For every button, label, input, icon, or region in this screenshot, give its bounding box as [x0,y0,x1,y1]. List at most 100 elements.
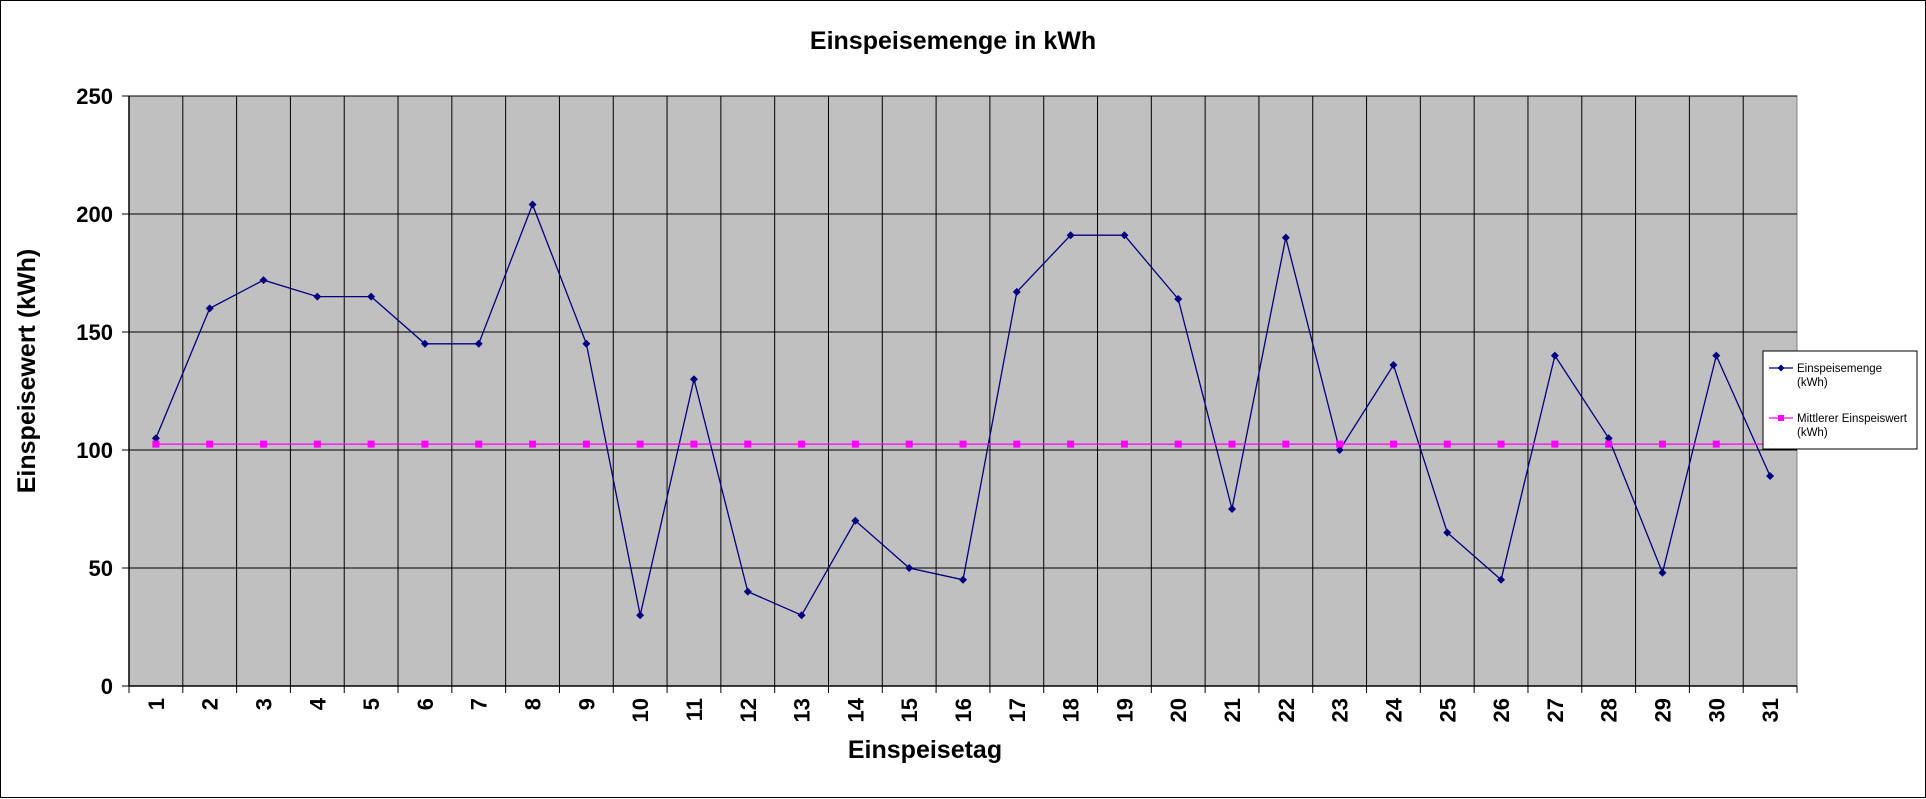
y-tick-label: 250 [76,84,113,109]
grid-lines [129,95,1797,686]
data-point [1282,440,1290,448]
data-point [959,575,967,584]
x-tick-label: 15 [897,698,922,722]
data-point [421,440,429,448]
data-point [420,339,429,348]
data-point [1497,440,1505,448]
data-point [1120,440,1128,448]
x-tick-label: 24 [1381,697,1406,722]
data-point [1550,351,1559,360]
x-tick-label: 14 [843,697,868,722]
data-point [1497,575,1506,584]
x-tick-label: 4 [305,697,330,710]
data-point [636,611,645,620]
data-point [529,440,537,448]
y-tick-label: 50 [89,556,113,581]
x-tick-label: 7 [467,698,492,710]
data-point [1336,440,1344,448]
data-point [205,304,214,313]
data-point [582,339,591,348]
x-tick-label: 3 [252,698,277,710]
x-tick-label: 21 [1220,698,1245,722]
x-tick-label: 13 [790,698,815,722]
data-point [474,339,483,348]
data-point [260,440,268,448]
data-point [1658,440,1666,448]
x-tick-label: 26 [1489,698,1514,722]
x-tick-label: 25 [1435,698,1460,722]
data-point [1712,351,1721,360]
legend-box [1762,350,1918,450]
x-tick-label: 16 [951,698,976,722]
data-point [1281,233,1290,242]
data-point [1389,440,1397,448]
data-point [1228,440,1236,448]
y-tick-label: 150 [76,320,113,345]
data-point [905,440,913,448]
data-point [313,440,321,448]
y-tick-label: 0 [101,674,113,699]
y-tick-label: 200 [76,202,113,227]
data-point [636,440,644,448]
data-point [1228,505,1237,513]
data-point [313,292,322,301]
data-point [1120,231,1129,240]
x-tick-label: 28 [1597,698,1622,722]
x-tick-label: 8 [521,698,546,710]
axes [122,95,1798,693]
data-point [905,564,914,572]
data-point [1067,440,1075,448]
data-point [475,440,483,448]
x-tick-label: 18 [1059,698,1084,722]
x-tick-label: 17 [1005,698,1030,722]
x-tick-labels: 1 2 3 4 5 6 7 8 9 10 11 12 13 14 15 16 17 18 19 20 21 22 23 24 2… [144,697,1783,722]
data-point [1604,434,1613,443]
chart-title: Einspeisemenge in kWh [810,27,1096,55]
legend-label: (kWh) [1797,377,1828,389]
data-point [1012,287,1021,296]
data-point [528,200,537,209]
y-tick-labels: 0 50 100 150 200 250 [76,84,113,699]
data-point [851,440,859,448]
x-axis-title: Einspeisetag [848,736,1002,764]
data-point [1658,568,1667,577]
data-point [1766,471,1775,480]
x-tick-label: 29 [1650,698,1675,722]
data-point [152,440,160,448]
data-point [743,587,752,596]
data-point [367,292,376,301]
legend-label: (kWh) [1797,427,1828,439]
x-tick-label: 31 [1758,698,1783,722]
legend-marker [1777,364,1785,372]
x-tick-label: 27 [1543,698,1568,722]
data-point [1174,440,1182,448]
x-tick-label: 9 [574,698,599,710]
data-point [797,611,806,620]
x-tick-label: 10 [628,698,653,722]
data-point [959,440,967,448]
legend-marker [1778,415,1784,421]
y-axis-title: Einspeisewert (kWh) [13,249,41,494]
data-point [689,375,698,384]
x-tick-label: 19 [1112,698,1137,722]
data-point [1605,440,1613,448]
legend: Einspeisemenge (kWh) Mittlerer Einspeiswer… [1762,350,1918,450]
data-point [1443,528,1452,537]
data-point [1389,361,1398,370]
data-point [851,516,860,525]
x-tick-label: 1 [144,698,169,710]
data-point [1443,440,1451,448]
data-series [151,200,1775,620]
data-point [367,440,375,448]
x-tick-label: 5 [359,698,384,710]
data-point [1712,440,1720,448]
data-point [151,434,160,443]
x-tick-label: 2 [198,698,223,710]
y-tick-label: 100 [76,438,113,463]
x-tick-label: 6 [413,698,438,710]
data-point [1013,440,1021,448]
x-tick-label: 11 [682,698,707,721]
data-point [259,276,268,285]
